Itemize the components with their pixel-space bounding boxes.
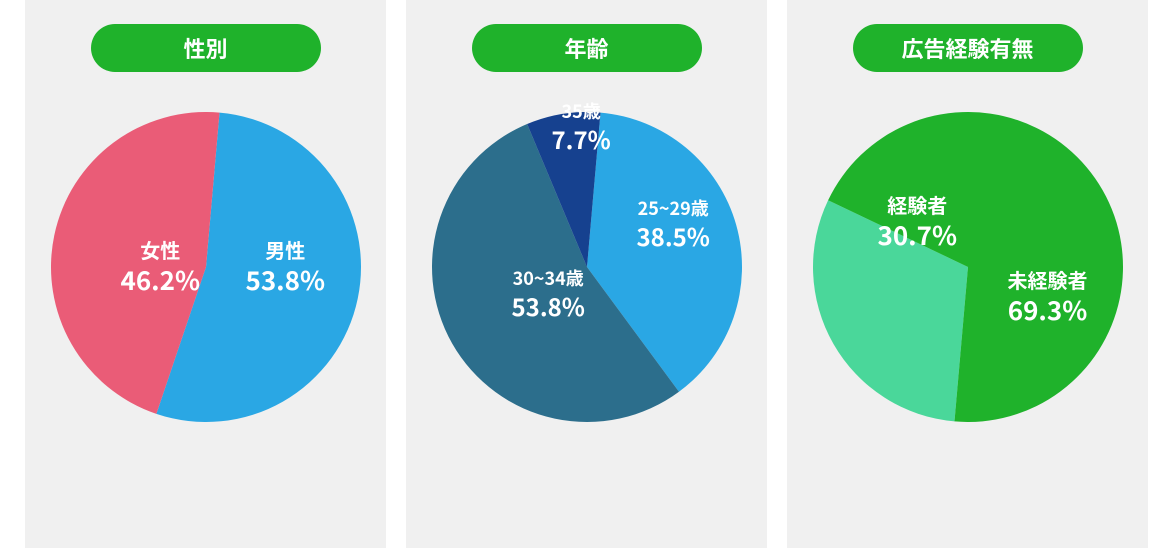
title-pill-age: 年齢 [472,24,702,72]
pie-ad-exp-svg [813,112,1123,422]
pie-gender-svg [51,112,361,422]
pie-ad-exp: 経験者 30.7% 未経験者 69.3% [813,112,1123,422]
pie-age: 25~29歳 38.5% 30~34歳 53.8% 35歳 7.7% [432,112,742,422]
pie-gender: 男性 53.8% 女性 46.2% [51,112,361,422]
title-pill-gender: 性別 [91,24,321,72]
panel-age: 年齢 25~29歳 38.5% 30~34歳 53.8% 35歳 7.7% [406,0,767,548]
title-pill-ad-exp: 広告経験有無 [853,24,1083,72]
panel-ad-exp: 広告経験有無 経験者 30.7% 未経験者 69.3% [787,0,1148,548]
pie-age-svg [432,112,742,422]
charts-row: 性別 男性 53.8% 女性 46.2% 年齢 25~29歳 38.5% 30~… [0,0,1173,548]
panel-gender: 性別 男性 53.8% 女性 46.2% [25,0,386,548]
